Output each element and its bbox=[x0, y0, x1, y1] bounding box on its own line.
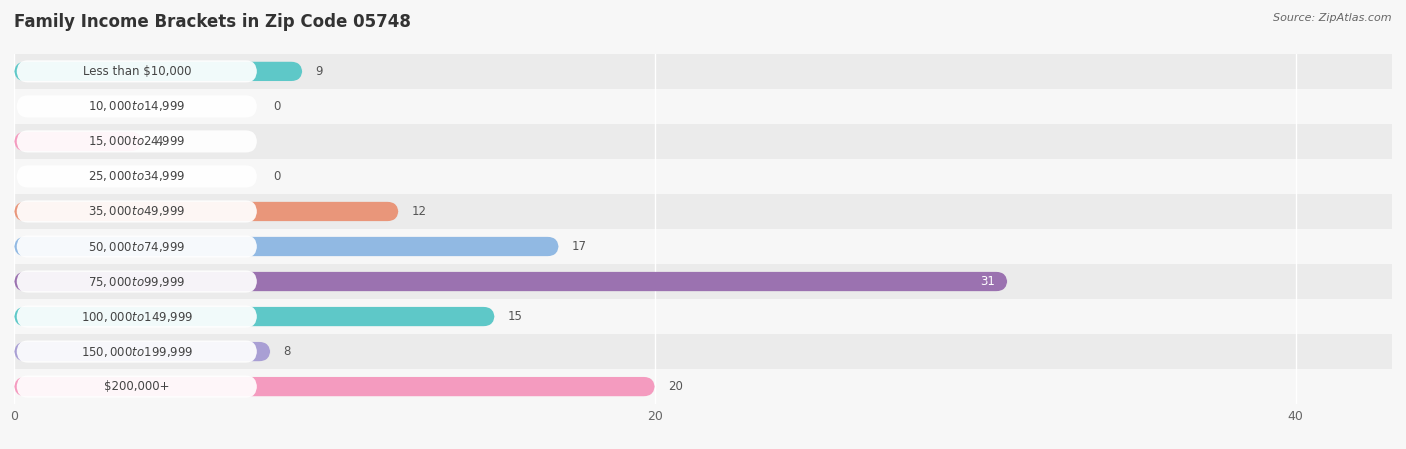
FancyBboxPatch shape bbox=[17, 270, 257, 293]
Text: $200,000+: $200,000+ bbox=[104, 380, 170, 393]
FancyBboxPatch shape bbox=[14, 307, 495, 326]
FancyBboxPatch shape bbox=[17, 165, 257, 188]
Text: 15: 15 bbox=[508, 310, 523, 323]
Text: $15,000 to $24,999: $15,000 to $24,999 bbox=[89, 134, 186, 149]
Text: $10,000 to $14,999: $10,000 to $14,999 bbox=[89, 99, 186, 114]
Bar bbox=[14, 159, 1392, 194]
FancyBboxPatch shape bbox=[17, 305, 257, 328]
Bar bbox=[14, 299, 1392, 334]
Bar bbox=[14, 264, 1392, 299]
Text: 9: 9 bbox=[315, 65, 323, 78]
FancyBboxPatch shape bbox=[14, 202, 398, 221]
Text: $50,000 to $74,999: $50,000 to $74,999 bbox=[89, 239, 186, 254]
Bar bbox=[14, 369, 1392, 404]
Text: 0: 0 bbox=[274, 170, 281, 183]
Text: $35,000 to $49,999: $35,000 to $49,999 bbox=[89, 204, 186, 219]
FancyBboxPatch shape bbox=[14, 272, 1008, 291]
FancyBboxPatch shape bbox=[17, 375, 257, 398]
Text: Source: ZipAtlas.com: Source: ZipAtlas.com bbox=[1274, 13, 1392, 23]
Text: 4: 4 bbox=[155, 135, 163, 148]
Bar bbox=[14, 229, 1392, 264]
FancyBboxPatch shape bbox=[17, 60, 257, 83]
FancyBboxPatch shape bbox=[14, 132, 142, 151]
Text: 0: 0 bbox=[274, 100, 281, 113]
Text: 31: 31 bbox=[980, 275, 994, 288]
Text: $150,000 to $199,999: $150,000 to $199,999 bbox=[80, 344, 193, 359]
Text: 20: 20 bbox=[668, 380, 683, 393]
FancyBboxPatch shape bbox=[17, 200, 257, 223]
FancyBboxPatch shape bbox=[17, 340, 257, 363]
Bar bbox=[14, 334, 1392, 369]
Text: $75,000 to $99,999: $75,000 to $99,999 bbox=[89, 274, 186, 289]
Text: Less than $10,000: Less than $10,000 bbox=[83, 65, 191, 78]
FancyBboxPatch shape bbox=[14, 237, 558, 256]
FancyBboxPatch shape bbox=[14, 342, 270, 361]
Text: 8: 8 bbox=[283, 345, 291, 358]
Text: $25,000 to $34,999: $25,000 to $34,999 bbox=[89, 169, 186, 184]
Bar bbox=[14, 194, 1392, 229]
Bar bbox=[14, 124, 1392, 159]
Bar bbox=[14, 54, 1392, 89]
Text: 12: 12 bbox=[412, 205, 426, 218]
Text: $100,000 to $149,999: $100,000 to $149,999 bbox=[80, 309, 193, 324]
FancyBboxPatch shape bbox=[17, 95, 257, 118]
Text: Family Income Brackets in Zip Code 05748: Family Income Brackets in Zip Code 05748 bbox=[14, 13, 411, 31]
FancyBboxPatch shape bbox=[14, 377, 655, 396]
Text: 17: 17 bbox=[572, 240, 586, 253]
FancyBboxPatch shape bbox=[14, 62, 302, 81]
FancyBboxPatch shape bbox=[17, 235, 257, 258]
Bar bbox=[14, 89, 1392, 124]
FancyBboxPatch shape bbox=[17, 130, 257, 153]
